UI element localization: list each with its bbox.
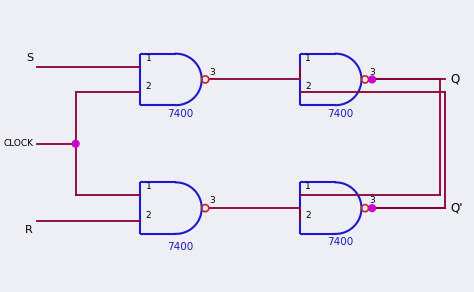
Text: R: R [25, 225, 33, 234]
Text: 3: 3 [369, 197, 375, 206]
Text: 7400: 7400 [327, 237, 353, 247]
Text: 7400: 7400 [167, 242, 193, 252]
Text: S: S [26, 53, 33, 63]
Text: Q: Q [450, 73, 459, 86]
Text: CLOCK: CLOCK [3, 139, 33, 148]
Text: 2: 2 [146, 211, 151, 220]
Text: 2: 2 [305, 82, 311, 91]
Text: 3: 3 [210, 197, 215, 206]
Text: 3: 3 [210, 68, 215, 77]
Text: 1: 1 [146, 182, 151, 191]
Circle shape [369, 76, 375, 83]
Text: 3: 3 [369, 68, 375, 77]
Circle shape [72, 140, 79, 147]
Text: Q': Q' [450, 202, 463, 215]
Text: 1: 1 [146, 53, 151, 62]
Circle shape [369, 205, 375, 211]
Text: 1: 1 [305, 53, 311, 62]
Text: 2: 2 [146, 82, 151, 91]
Text: 7400: 7400 [327, 109, 353, 119]
Text: 2: 2 [305, 211, 311, 220]
Text: 1: 1 [305, 182, 311, 191]
Text: 7400: 7400 [167, 109, 193, 119]
